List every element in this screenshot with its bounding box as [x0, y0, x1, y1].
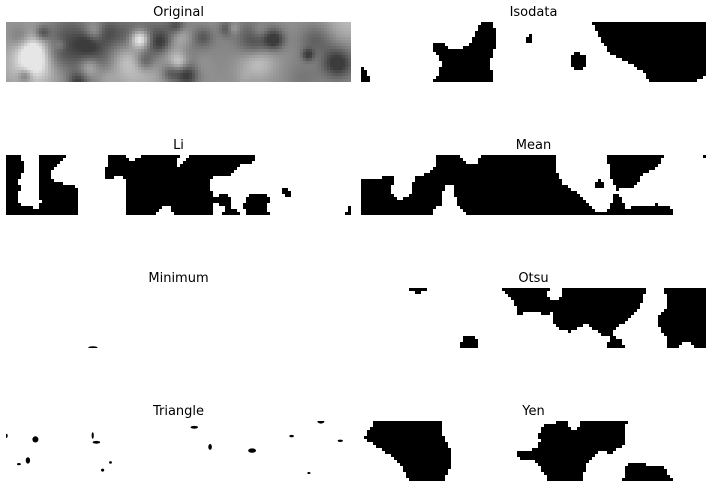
image-li	[6, 155, 351, 215]
panel-mean: Mean	[361, 138, 706, 215]
image-mean	[361, 155, 706, 215]
panel-triangle: Triangle	[6, 404, 351, 481]
panel-title-minimum: Minimum	[148, 271, 209, 286]
panel-isodata: Isodata	[361, 5, 706, 82]
image-minimum	[6, 288, 351, 348]
panel-title-isodata: Isodata	[509, 5, 558, 20]
image-triangle	[6, 421, 351, 481]
panel-title-original: Original	[153, 5, 204, 20]
image-otsu	[361, 288, 706, 348]
panel-title-otsu: Otsu	[518, 271, 549, 286]
panel-title-mean: Mean	[515, 138, 552, 153]
panel-yen: Yen	[361, 404, 706, 481]
image-isodata	[361, 22, 706, 82]
panel-minimum: Minimum	[6, 271, 351, 348]
panel-li: Li	[6, 138, 351, 215]
panel-title-yen: Yen	[522, 404, 545, 419]
panel-original: Original	[6, 5, 351, 82]
panel-title-li: Li	[173, 138, 184, 153]
panel-otsu: Otsu	[361, 271, 706, 348]
panel-title-triangle: Triangle	[152, 404, 205, 419]
image-original	[6, 22, 351, 82]
image-yen	[361, 421, 706, 481]
